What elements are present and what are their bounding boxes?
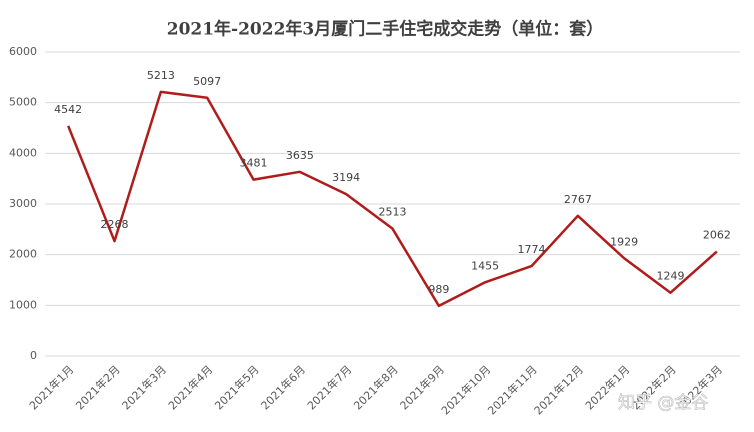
- y-tick-label: 4000: [9, 146, 37, 159]
- y-tick-label: 2000: [9, 248, 37, 261]
- data-label: 3635: [286, 149, 314, 162]
- data-label: 5213: [147, 69, 175, 82]
- x-tick-label: 2021年9月: [397, 362, 447, 412]
- data-label: 2767: [564, 193, 592, 206]
- data-label: 1249: [657, 270, 685, 283]
- data-label: 3194: [332, 171, 360, 184]
- x-tick-label: 2021年5月: [212, 362, 262, 412]
- data-label: 2268: [101, 218, 129, 231]
- data-label: 5097: [193, 75, 221, 88]
- y-tick-label: 3000: [9, 197, 37, 210]
- watermark: 知乎 @金谷: [618, 393, 708, 413]
- data-line: [67, 90, 718, 308]
- x-tick-label: 2021年8月: [351, 362, 401, 412]
- data-label: 1774: [518, 243, 546, 256]
- data-label: 2513: [379, 206, 407, 219]
- data-label: 1929: [610, 235, 638, 248]
- y-tick-label: 6000: [9, 45, 37, 58]
- x-tick-label: 2021年2月: [73, 362, 123, 412]
- data-label: 2062: [703, 229, 731, 242]
- y-tick-label: 1000: [9, 298, 37, 311]
- data-label: 3481: [240, 157, 268, 170]
- x-tick-label: 2021年4月: [165, 362, 215, 412]
- x-tick-label: 2021年1月: [26, 362, 76, 412]
- data-label: 989: [428, 283, 449, 296]
- x-tick-label: 2021年7月: [304, 362, 354, 412]
- data-label: 4542: [54, 103, 82, 116]
- y-tick-label: 0: [30, 349, 37, 362]
- x-tick-label: 2021年6月: [258, 362, 308, 412]
- y-tick-label: 5000: [9, 96, 37, 109]
- data-label: 1455: [471, 259, 499, 272]
- x-tick-label: 2021年12月: [531, 362, 586, 417]
- x-tick-label: 2021年3月: [119, 362, 169, 412]
- chart-title: 2021年-2022年3月厦门二手住宅成交走势（单位：套）: [167, 19, 604, 40]
